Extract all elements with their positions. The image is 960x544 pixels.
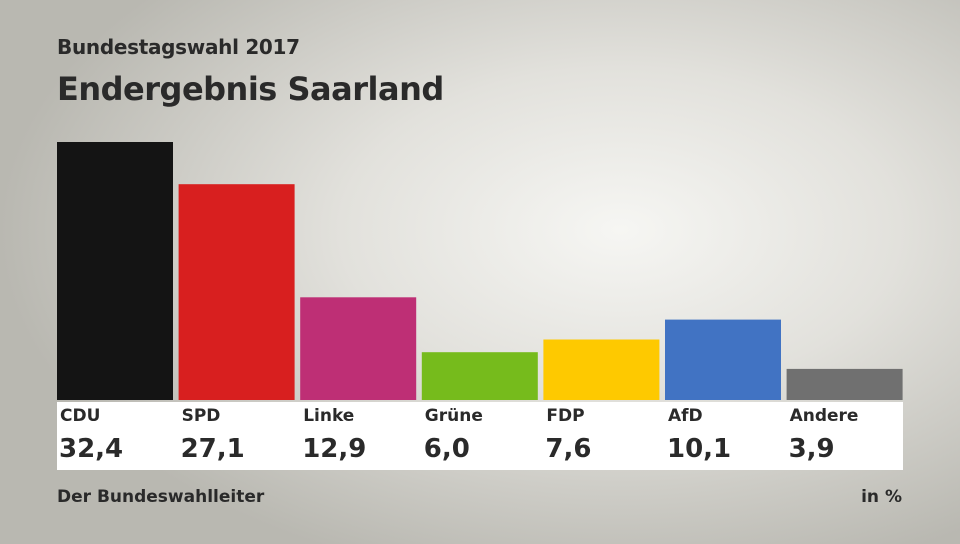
value-label: 7,6	[545, 434, 592, 464]
bar-afd	[665, 319, 781, 400]
bar-fdp	[543, 339, 660, 400]
value-label: 10,1	[667, 434, 732, 464]
value-label: 27,1	[180, 434, 245, 464]
category-label: CDU	[60, 406, 101, 426]
category-label: Grüne	[424, 406, 483, 426]
value-label: 12,9	[302, 434, 367, 464]
value-label: 6,0	[423, 434, 470, 464]
category-label: AfD	[668, 406, 703, 426]
unit-label: in %	[861, 487, 902, 507]
value-label: 32,4	[59, 434, 124, 464]
bar-linke	[300, 297, 417, 400]
bar-andere	[786, 368, 903, 400]
category-label: Linke	[303, 406, 355, 426]
source-label: Der Bundeswahlleiter	[57, 487, 265, 507]
category-label: Andere	[789, 406, 859, 426]
category-label: FDP	[546, 406, 585, 426]
chart-subtitle: Bundestagswahl 2017	[57, 35, 300, 59]
chart-title: Endergebnis Saarland	[57, 70, 444, 108]
category-label: SPD	[181, 406, 221, 426]
bar-cdu	[57, 142, 173, 400]
bar-spd	[178, 184, 295, 400]
label-panel	[57, 402, 903, 470]
value-label: 3,9	[788, 434, 835, 464]
bar-grüne	[421, 352, 538, 400]
